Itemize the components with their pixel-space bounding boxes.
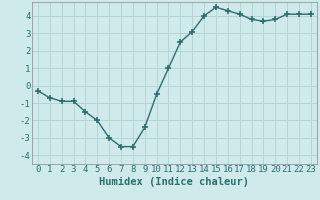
X-axis label: Humidex (Indice chaleur): Humidex (Indice chaleur) [100, 177, 249, 187]
